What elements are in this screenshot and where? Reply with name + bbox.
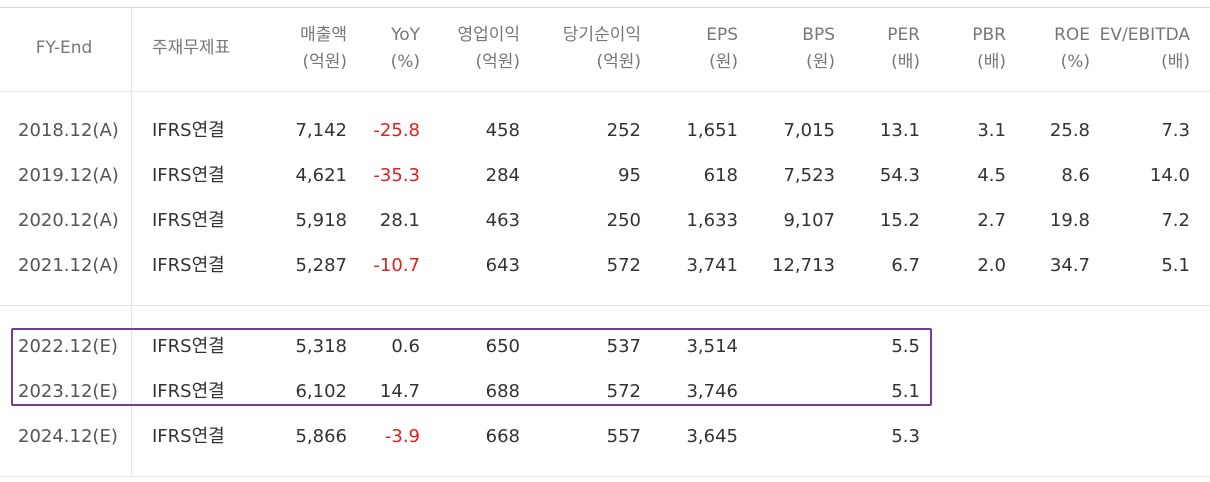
cell-ev-ebitda: 7.3 xyxy=(1161,120,1190,141)
cell-fy-end: 2018.12(A) xyxy=(18,120,119,141)
cell-eps: 3,645 xyxy=(686,426,738,447)
cell-net-income: 557 xyxy=(606,426,641,447)
cell-fy-end: 2020.12(A) xyxy=(18,210,119,231)
cell-main-fs: IFRS연결 xyxy=(152,381,225,402)
table-top-border xyxy=(0,7,1210,8)
cell-operating-profit: 458 xyxy=(485,120,520,141)
cell-fy-end: 2022.12(E) xyxy=(18,336,118,357)
header-pbr: PBR (배) xyxy=(972,25,1006,72)
cell-eps: 3,514 xyxy=(686,336,738,357)
cell-net-income: 95 xyxy=(618,165,641,186)
cell-main-fs: IFRS연결 xyxy=(152,210,225,231)
table-bottom-border xyxy=(0,476,1210,477)
estimate-highlight-box xyxy=(11,328,932,406)
cell-pbr: 3.1 xyxy=(977,120,1006,141)
cell-main-fs: IFRS연결 xyxy=(152,255,225,276)
cell-roe: 25.8 xyxy=(1049,120,1090,141)
cell-operating-profit: 668 xyxy=(485,426,520,447)
header-yoy: YoY (%) xyxy=(390,25,420,72)
cell-ev-ebitda: 7.2 xyxy=(1161,210,1190,231)
cell-yoy: -10.7 xyxy=(373,255,420,276)
header-ev-ebitda: EV/EBITDA (배) xyxy=(1099,25,1190,72)
cell-main-fs: IFRS연결 xyxy=(152,165,225,186)
cell-yoy: 28.1 xyxy=(379,210,420,231)
cell-per: 54.3 xyxy=(879,165,920,186)
header-net-income: 당기순이익 (억원) xyxy=(562,25,641,72)
cell-pbr: 2.0 xyxy=(977,255,1006,276)
cell-operating-profit: 688 xyxy=(485,381,520,402)
cell-eps: 1,633 xyxy=(686,210,738,231)
header-operating-profit: 영업이익 (억원) xyxy=(457,25,520,72)
cell-bps: 7,523 xyxy=(783,165,835,186)
cell-sales: 7,142 xyxy=(295,120,347,141)
cell-operating-profit: 463 xyxy=(485,210,520,231)
cell-roe: 8.6 xyxy=(1061,165,1090,186)
cell-roe: 19.8 xyxy=(1049,210,1090,231)
header-main-fs: 주재무제표 xyxy=(152,38,231,58)
cell-eps: 3,746 xyxy=(686,381,738,402)
cell-per: 5.5 xyxy=(891,336,920,357)
cell-fy-end: 2024.12(E) xyxy=(18,426,118,447)
cell-operating-profit: 650 xyxy=(485,336,520,357)
cell-pbr: 2.7 xyxy=(977,210,1006,231)
cell-per: 13.1 xyxy=(879,120,920,141)
cell-per: 5.1 xyxy=(891,381,920,402)
cell-ev-ebitda: 14.0 xyxy=(1149,165,1190,186)
cell-sales: 4,621 xyxy=(295,165,347,186)
cell-bps: 7,015 xyxy=(783,120,835,141)
actual-estimate-divider xyxy=(0,305,1210,306)
cell-yoy: -25.8 xyxy=(373,120,420,141)
cell-main-fs: IFRS연결 xyxy=(152,426,225,447)
header-fy-end: FY-End xyxy=(35,38,93,58)
header-roe: ROE (%) xyxy=(1054,25,1090,72)
cell-eps: 1,651 xyxy=(686,120,738,141)
cell-per: 5.3 xyxy=(891,426,920,447)
column-divider xyxy=(131,7,132,477)
cell-main-fs: IFRS연결 xyxy=(152,120,225,141)
header-divider xyxy=(0,91,1210,92)
cell-eps: 3,741 xyxy=(686,255,738,276)
cell-main-fs: IFRS연결 xyxy=(152,336,225,357)
cell-fy-end: 2021.12(A) xyxy=(18,255,119,276)
cell-pbr: 4.5 xyxy=(977,165,1006,186)
cell-net-income: 572 xyxy=(606,381,641,402)
cell-fy-end: 2019.12(A) xyxy=(18,165,119,186)
cell-bps: 9,107 xyxy=(783,210,835,231)
header-eps: EPS (원) xyxy=(706,25,738,72)
cell-ev-ebitda: 5.1 xyxy=(1161,255,1190,276)
cell-sales: 5,287 xyxy=(295,255,347,276)
cell-yoy: -35.3 xyxy=(373,165,420,186)
cell-per: 15.2 xyxy=(879,210,920,231)
cell-operating-profit: 284 xyxy=(485,165,520,186)
cell-yoy: 0.6 xyxy=(391,336,420,357)
cell-net-income: 250 xyxy=(606,210,641,231)
cell-sales: 6,102 xyxy=(295,381,347,402)
header-bps: BPS (원) xyxy=(802,25,835,72)
cell-per: 6.7 xyxy=(891,255,920,276)
cell-net-income: 252 xyxy=(606,120,641,141)
cell-sales: 5,918 xyxy=(295,210,347,231)
cell-yoy: 14.7 xyxy=(379,381,420,402)
cell-eps: 618 xyxy=(703,165,738,186)
cell-fy-end: 2023.12(E) xyxy=(18,381,118,402)
cell-sales: 5,866 xyxy=(295,426,347,447)
cell-net-income: 572 xyxy=(606,255,641,276)
cell-net-income: 537 xyxy=(606,336,641,357)
header-sales: 매출액 (억원) xyxy=(300,25,347,72)
header-per: PER (배) xyxy=(887,25,920,72)
cell-bps: 12,713 xyxy=(772,255,835,276)
cell-operating-profit: 643 xyxy=(485,255,520,276)
cell-sales: 5,318 xyxy=(295,336,347,357)
cell-roe: 34.7 xyxy=(1049,255,1090,276)
cell-yoy: -3.9 xyxy=(384,426,420,447)
